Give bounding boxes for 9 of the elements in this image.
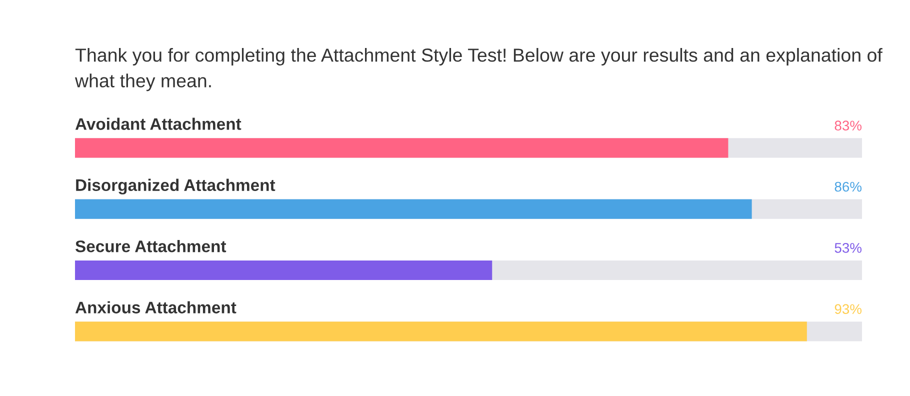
data-label: 93%	[834, 304, 862, 314]
y-tick-label: Disorganized Attachment	[76, 178, 276, 194]
chart-title: Thank you for completing the Attachment Style Test! Below are your results and an explanation of what they mean.	[74, 48, 882, 92]
y-tick-label: Anxious Attachment	[75, 301, 236, 314]
y-tick-label: Avoidant Attachment	[75, 118, 242, 130]
y-tick-label: Secure Attachment	[75, 240, 226, 252]
data-label: 83%	[834, 120, 862, 130]
data-label: 86%	[834, 182, 862, 192]
data-label: 53%	[834, 242, 862, 253]
